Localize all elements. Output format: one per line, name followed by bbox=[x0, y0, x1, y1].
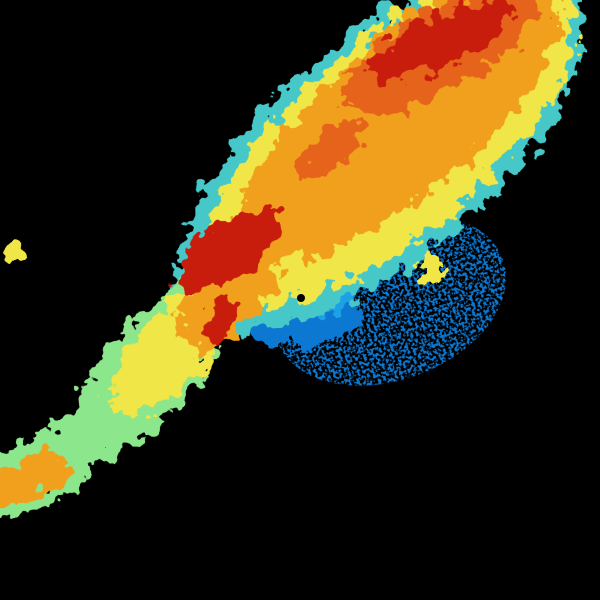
intense-echo bbox=[366, 0, 514, 81]
radar-site-marker bbox=[297, 294, 305, 302]
intense-echo bbox=[202, 297, 238, 343]
reflectivity-layers bbox=[0, 0, 585, 517]
intense-echo bbox=[178, 208, 282, 292]
moderate-echo bbox=[3, 239, 27, 261]
moderate-echo bbox=[415, 255, 445, 285]
intense-echo bbox=[297, 120, 363, 180]
moderate-echo bbox=[0, 454, 68, 506]
